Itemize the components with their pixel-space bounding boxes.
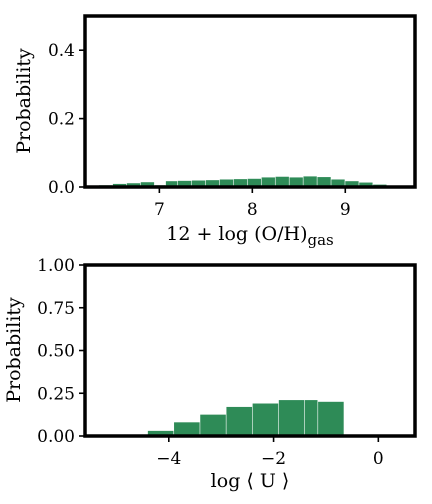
y-tick-label: 0.0 bbox=[48, 178, 75, 198]
y-tick-label: 0.25 bbox=[37, 384, 75, 404]
y-tick-label: 1.00 bbox=[37, 256, 75, 276]
histogram-bar bbox=[205, 180, 220, 187]
histogram-bar bbox=[177, 180, 192, 187]
histogram-bar bbox=[226, 406, 253, 436]
histogram-bar bbox=[275, 176, 289, 187]
histogram-bar bbox=[359, 182, 373, 187]
x-axis-label: log ⟨ U ⟩ bbox=[211, 470, 290, 492]
histogram-bar bbox=[278, 400, 305, 436]
histogram-bar bbox=[200, 414, 226, 437]
y-tick-label: 0.4 bbox=[48, 41, 75, 61]
histogram-bar bbox=[219, 179, 234, 187]
x-tick-label: 9 bbox=[340, 200, 351, 220]
x-tick-label: 0 bbox=[373, 449, 384, 469]
histogram-bar bbox=[233, 179, 248, 187]
histogram-bar bbox=[317, 177, 331, 187]
histogram-bar bbox=[305, 400, 318, 436]
histogram-bar bbox=[140, 182, 155, 187]
y-tick-label: 0.2 bbox=[48, 110, 75, 130]
x-tick-label: 7 bbox=[154, 200, 165, 220]
histogram-bar bbox=[331, 179, 345, 187]
y-tick-label: 0.50 bbox=[37, 342, 75, 362]
histogram-bar bbox=[165, 181, 178, 187]
histogram-bar bbox=[345, 181, 359, 187]
histogram-bar bbox=[318, 401, 344, 436]
y-tick-label: 0.00 bbox=[37, 427, 75, 447]
y-axis-label: Probability bbox=[3, 297, 25, 403]
y-tick-label: 0.75 bbox=[37, 299, 75, 319]
histogram-bar bbox=[191, 180, 206, 187]
plot-frame bbox=[83, 14, 417, 189]
histogram-bar bbox=[303, 176, 317, 187]
histogram-bar bbox=[289, 177, 303, 187]
histogram-bar bbox=[147, 430, 174, 436]
histogram-bar bbox=[247, 178, 262, 187]
histogram-bar bbox=[261, 177, 275, 187]
y-axis-label: Probability bbox=[13, 48, 35, 154]
metallicity-panel: 0.0 0.2 0.4 7 8 9 Probability 12 + log (O/H)gas bbox=[13, 14, 417, 249]
x-tick-label: −4 bbox=[156, 449, 181, 469]
histogram-bar bbox=[252, 403, 279, 436]
x-tick-label: 8 bbox=[247, 200, 258, 220]
histogram-bar bbox=[126, 183, 141, 187]
ionization-panel: 0.00 0.25 0.50 0.75 1.00 −4 −2 0 Probability log … bbox=[3, 256, 417, 492]
histogram-bar bbox=[174, 422, 200, 436]
x-tick-label: −2 bbox=[261, 449, 286, 469]
x-axis-label-subscript: gas bbox=[308, 231, 334, 249]
x-axis-label: 12 + log (O/H)gas bbox=[166, 223, 334, 249]
